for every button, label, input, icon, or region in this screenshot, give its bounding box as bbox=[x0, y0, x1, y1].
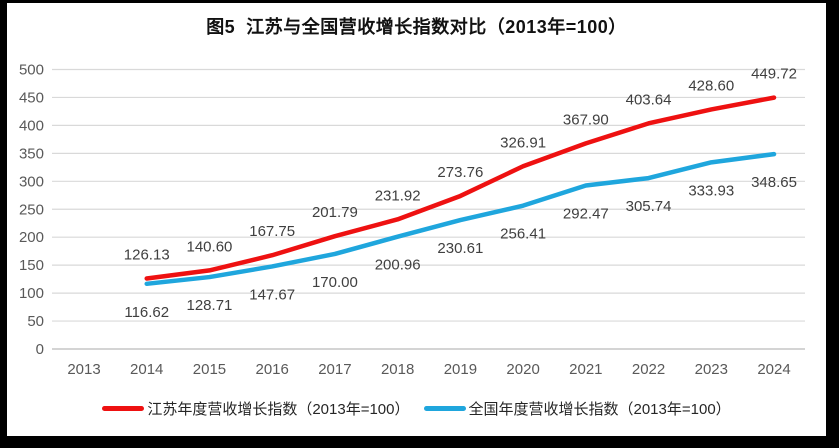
x-tick-label: 2015 bbox=[193, 361, 226, 378]
data-label: 403.64 bbox=[626, 91, 672, 108]
data-label: 128.71 bbox=[187, 297, 233, 314]
legend: 江苏年度营收增长指数（2013年=100） 全国年度营收增长指数（2013年=1… bbox=[7, 398, 826, 419]
data-label: 126.13 bbox=[124, 246, 170, 263]
legend-item-jiangsu: 江苏年度营收增长指数（2013年=100） bbox=[102, 398, 410, 419]
data-label: 167.75 bbox=[249, 223, 295, 240]
y-tick-label: 150 bbox=[19, 257, 44, 274]
data-label: 200.96 bbox=[375, 257, 421, 274]
line-chart: 0 50 100 150 200 250 300 350 400 450 500 2013 2014 20… bbox=[19, 62, 805, 378]
legend-item-national: 全国年度营收增长指数（2013年=100） bbox=[423, 398, 731, 419]
x-tick-label: 2020 bbox=[506, 361, 539, 378]
y-tick-label: 200 bbox=[19, 229, 44, 246]
data-label: 305.74 bbox=[626, 198, 672, 215]
data-label: 273.76 bbox=[437, 164, 483, 181]
data-label: 201.79 bbox=[312, 204, 358, 221]
national-series-line bbox=[144, 151, 777, 287]
jiangsu-series-line bbox=[144, 95, 777, 281]
national-line-swatch bbox=[423, 406, 466, 411]
data-label: 140.60 bbox=[187, 238, 233, 255]
national-legend-label: 全国年度营收增长指数（2013年=100） bbox=[468, 401, 731, 418]
data-label: 367.90 bbox=[563, 111, 609, 128]
data-label: 256.41 bbox=[500, 226, 546, 243]
data-label: 333.93 bbox=[688, 182, 734, 199]
x-tick-label: 2022 bbox=[632, 361, 665, 378]
x-tick-label: 2024 bbox=[757, 361, 790, 378]
data-label: 348.65 bbox=[751, 174, 797, 191]
data-label: 428.60 bbox=[688, 77, 734, 94]
data-label: 230.61 bbox=[437, 240, 483, 257]
jiangsu-legend-label: 江苏年度营收增长指数（2013年=100） bbox=[147, 401, 410, 418]
y-tick-label: 450 bbox=[19, 89, 44, 106]
data-label: 292.47 bbox=[563, 206, 609, 223]
chart-title: 图5 江苏与全国营收增长指数对比（2013年=100） bbox=[206, 17, 627, 37]
data-label: 116.62 bbox=[124, 304, 169, 321]
y-tick-label: 250 bbox=[19, 201, 44, 218]
x-tick-label: 2014 bbox=[130, 361, 163, 378]
y-tick-label: 50 bbox=[27, 313, 44, 330]
x-tick-label: 2021 bbox=[569, 361, 602, 378]
x-tick-label: 2018 bbox=[381, 361, 414, 378]
y-tick-label: 300 bbox=[19, 173, 44, 190]
x-tick-label: 2016 bbox=[256, 361, 289, 378]
x-tick-label: 2019 bbox=[444, 361, 477, 378]
x-tick-label: 2013 bbox=[67, 361, 100, 378]
y-tick-label: 0 bbox=[36, 341, 44, 358]
x-tick-label: 2023 bbox=[695, 361, 728, 378]
y-tick-label: 400 bbox=[19, 117, 44, 134]
data-label: 326.91 bbox=[500, 134, 546, 151]
jiangsu-line-swatch bbox=[102, 406, 145, 411]
y-tick-label: 500 bbox=[19, 62, 44, 79]
x-tick-label: 2017 bbox=[318, 361, 351, 378]
data-label: 147.67 bbox=[249, 286, 295, 303]
y-tick-label: 100 bbox=[19, 285, 44, 302]
data-label: 449.72 bbox=[751, 66, 797, 83]
y-tick-label: 350 bbox=[19, 145, 44, 162]
data-label: 170.00 bbox=[312, 274, 358, 291]
data-label: 231.92 bbox=[375, 187, 421, 204]
